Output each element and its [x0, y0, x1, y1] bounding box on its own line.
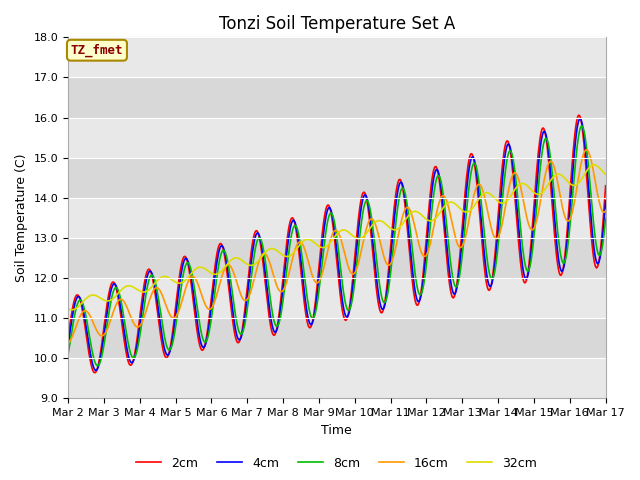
2cm [74, 292, 81, 298]
2cm [575, 112, 582, 118]
32cm [184, 274, 192, 280]
8cm [184, 260, 192, 266]
16cm [64, 341, 72, 347]
Line: 8cm: 8cm [68, 126, 605, 366]
4cm [74, 294, 81, 300]
Title: Tonzi Soil Temperature Set A: Tonzi Soil Temperature Set A [219, 15, 455, 33]
2cm [419, 277, 426, 283]
Bar [68, 358, 605, 398]
2cm [130, 355, 138, 361]
16cm [129, 319, 137, 325]
4cm [130, 357, 138, 363]
16cm [74, 319, 81, 324]
4cm [64, 343, 72, 348]
4cm [577, 116, 584, 121]
Bar [68, 158, 605, 198]
8cm [130, 355, 138, 360]
16cm [602, 208, 609, 214]
8cm [602, 216, 609, 221]
8cm [213, 274, 221, 280]
X-axis label: Time: Time [321, 424, 352, 437]
Line: 32cm: 32cm [68, 165, 605, 310]
8cm [93, 363, 101, 369]
8cm [578, 123, 586, 129]
4cm [403, 209, 411, 215]
32cm [591, 162, 598, 168]
8cm [403, 199, 411, 205]
16cm [582, 147, 590, 153]
4cm [602, 198, 609, 204]
Bar [68, 318, 605, 358]
4cm [213, 260, 221, 265]
Line: 16cm: 16cm [68, 150, 605, 344]
Bar [68, 77, 605, 118]
Bar [68, 238, 605, 278]
32cm [75, 304, 83, 310]
32cm [602, 172, 609, 178]
8cm [74, 300, 81, 306]
2cm [91, 370, 99, 375]
4cm [92, 368, 100, 373]
2cm [403, 219, 411, 225]
4cm [419, 284, 426, 290]
Bar [68, 37, 605, 77]
8cm [64, 352, 72, 358]
32cm [403, 215, 411, 221]
Y-axis label: Soil Temperature (C): Soil Temperature (C) [15, 154, 28, 282]
4cm [184, 260, 192, 265]
2cm [602, 183, 609, 189]
Bar [68, 278, 605, 318]
32cm [419, 213, 426, 219]
2cm [64, 336, 72, 341]
Bar [68, 118, 605, 158]
Line: 4cm: 4cm [68, 119, 605, 371]
Legend: 2cm, 4cm, 8cm, 16cm, 32cm: 2cm, 4cm, 8cm, 16cm, 32cm [131, 452, 542, 475]
32cm [68, 307, 76, 312]
16cm [212, 294, 220, 300]
32cm [64, 306, 72, 312]
8cm [419, 288, 426, 293]
16cm [184, 280, 191, 286]
Bar [68, 198, 605, 238]
2cm [213, 252, 221, 257]
32cm [130, 285, 138, 290]
2cm [184, 263, 192, 269]
16cm [418, 250, 426, 256]
Line: 2cm: 2cm [68, 115, 605, 372]
16cm [402, 205, 410, 211]
Text: TZ_fmet: TZ_fmet [70, 44, 124, 57]
32cm [213, 271, 221, 277]
